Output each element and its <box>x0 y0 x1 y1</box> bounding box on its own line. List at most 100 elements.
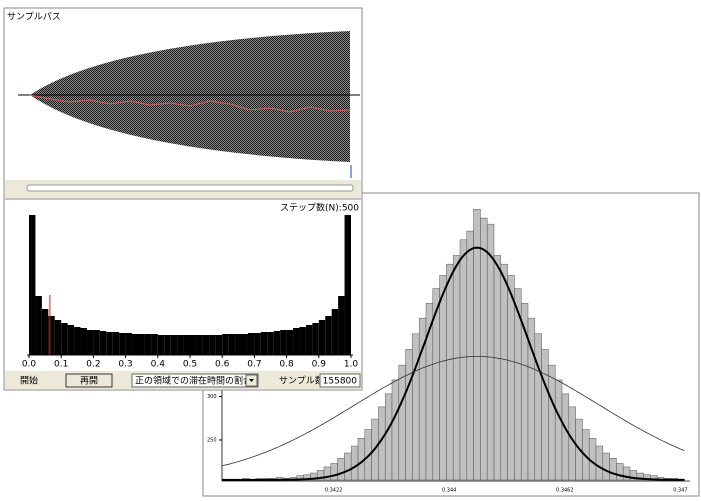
bar <box>305 325 313 355</box>
bar <box>391 379 400 481</box>
dropdown[interactable] <box>131 373 259 388</box>
x-tick-label: 0.0 <box>22 360 37 370</box>
bar <box>157 335 165 355</box>
bar <box>398 364 406 481</box>
fit-curve <box>221 356 685 467</box>
bar <box>222 334 229 355</box>
bar <box>29 215 36 355</box>
bar <box>473 209 481 481</box>
bar <box>554 379 563 481</box>
bar <box>452 255 461 481</box>
bar <box>541 349 549 481</box>
bar <box>228 334 236 355</box>
bar <box>446 263 454 481</box>
y-tick-label: 300 <box>207 394 217 400</box>
bar <box>260 332 268 355</box>
bar <box>325 316 332 355</box>
x-tick-label: 0.9 <box>312 360 327 370</box>
bar <box>196 335 203 355</box>
bar <box>112 332 120 355</box>
bar <box>209 335 216 355</box>
bar <box>144 334 152 355</box>
bar <box>151 334 158 355</box>
bar <box>486 223 495 481</box>
bar <box>247 333 255 355</box>
bar <box>299 327 306 355</box>
x-tick-label: 0.347 <box>673 488 687 494</box>
bar <box>312 323 319 355</box>
bar <box>595 445 604 481</box>
bar <box>35 296 42 355</box>
current-path <box>29 94 351 113</box>
bar <box>183 335 190 355</box>
bar <box>54 320 62 355</box>
bar <box>254 333 261 355</box>
bar <box>493 255 502 481</box>
x-tick-label: 0.8 <box>279 360 294 370</box>
bar <box>561 393 570 481</box>
bar <box>350 445 359 481</box>
bar <box>164 335 171 355</box>
x-tick-label: 0.7 <box>247 360 261 370</box>
x-tick-label: 0.5 <box>183 360 197 370</box>
resume-button-frame[interactable] <box>65 373 113 388</box>
bar <box>548 364 556 481</box>
bar <box>132 334 139 355</box>
y-tick-label: 250 <box>207 437 217 443</box>
arrow-icon <box>249 379 254 382</box>
bar <box>86 330 94 355</box>
sample-count: 155800 <box>323 377 358 387</box>
bar <box>480 217 488 481</box>
bar <box>125 333 133 355</box>
bar <box>215 335 223 355</box>
bar <box>280 330 287 355</box>
bar <box>273 331 281 355</box>
bar <box>609 457 617 481</box>
bar <box>330 463 338 481</box>
fit-curve <box>222 246 685 481</box>
slider[interactable] <box>26 184 354 192</box>
bar <box>267 332 274 355</box>
window-title: サンプルパス <box>7 12 61 23</box>
sample-count-box <box>319 373 361 388</box>
x-tick-label: 0.1 <box>54 360 68 370</box>
bar <box>48 316 55 355</box>
bar <box>344 452 352 481</box>
bar <box>293 328 300 355</box>
bar <box>67 325 75 355</box>
bar <box>534 333 542 481</box>
bar <box>318 320 326 355</box>
x-tick-label: 0.3 <box>118 360 132 370</box>
bar <box>500 263 508 481</box>
bar <box>338 296 345 355</box>
bar <box>74 327 81 355</box>
start-button[interactable]: 開始 <box>20 375 38 387</box>
bar <box>439 275 447 481</box>
bar <box>99 331 107 355</box>
bar <box>235 334 242 355</box>
sample-path-window: サンプルパス ステップ数(N):500 開始 再開 正の領域での滞在時間の割合 … <box>3 7 363 391</box>
bar <box>93 330 100 355</box>
bar <box>61 323 68 355</box>
x-tick-label: 0.3462 <box>556 488 574 494</box>
bar <box>80 328 87 355</box>
bar <box>344 215 351 355</box>
bar <box>138 334 145 355</box>
bar <box>170 335 178 355</box>
bar <box>202 335 210 355</box>
bar <box>286 330 294 355</box>
bar <box>459 239 468 481</box>
x-tick-label: 1.0 <box>344 360 359 370</box>
step-label: ステップ数(N):500 <box>280 202 359 214</box>
bar <box>190 335 197 355</box>
x-tick-label: 0.3422 <box>325 488 343 494</box>
bar <box>466 230 474 481</box>
bar <box>405 349 413 481</box>
bar <box>106 332 113 355</box>
bar <box>507 275 515 481</box>
x-tick-label: 0.4 <box>151 360 166 370</box>
dropdown-text[interactable]: 正の領域での滞在時間の割合 <box>135 375 252 387</box>
resume-button[interactable]: 再開 <box>80 376 98 387</box>
sample-path-fan <box>30 31 350 162</box>
